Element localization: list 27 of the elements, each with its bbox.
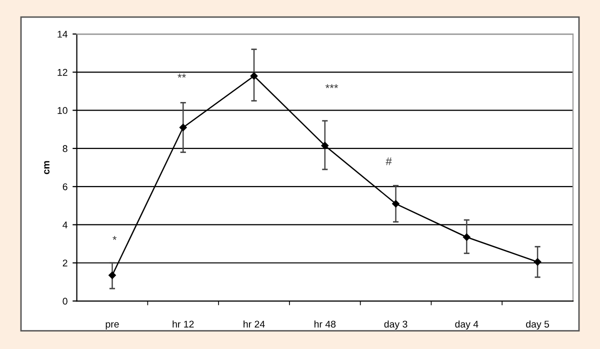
annotation: * bbox=[112, 236, 117, 240]
y-tick-label: 14 bbox=[58, 30, 68, 38]
point bbox=[108, 272, 116, 279]
annotation: # bbox=[386, 158, 392, 166]
point bbox=[321, 142, 329, 150]
y-tick-label: 4 bbox=[62, 222, 68, 228]
x-tick-label: hr 48 bbox=[314, 320, 336, 328]
x-tick-label: day 3 bbox=[384, 320, 408, 330]
y-tick-label: 10 bbox=[58, 107, 68, 114]
x-tick-label: day 5 bbox=[526, 320, 550, 330]
y-axis-title: cm bbox=[44, 161, 50, 174]
y-tick-label: 6 bbox=[62, 183, 68, 190]
point bbox=[250, 72, 258, 80]
point bbox=[392, 200, 400, 208]
annotation: ** bbox=[178, 74, 186, 78]
x-tick-label: pre bbox=[106, 322, 119, 330]
y-tick-label: 12 bbox=[58, 68, 68, 76]
x-tick-label: hr 24 bbox=[244, 320, 265, 328]
x-tick-label: day 4 bbox=[455, 320, 478, 330]
point bbox=[534, 258, 542, 266]
x-tick-label: hr 12 bbox=[172, 320, 194, 328]
point bbox=[463, 233, 470, 241]
point bbox=[179, 124, 187, 132]
y-tick-label: 8 bbox=[62, 145, 68, 152]
y-tick-label: 2 bbox=[62, 260, 68, 266]
annotation: *** bbox=[325, 84, 338, 88]
y-tick-label: 0 bbox=[62, 298, 68, 305]
